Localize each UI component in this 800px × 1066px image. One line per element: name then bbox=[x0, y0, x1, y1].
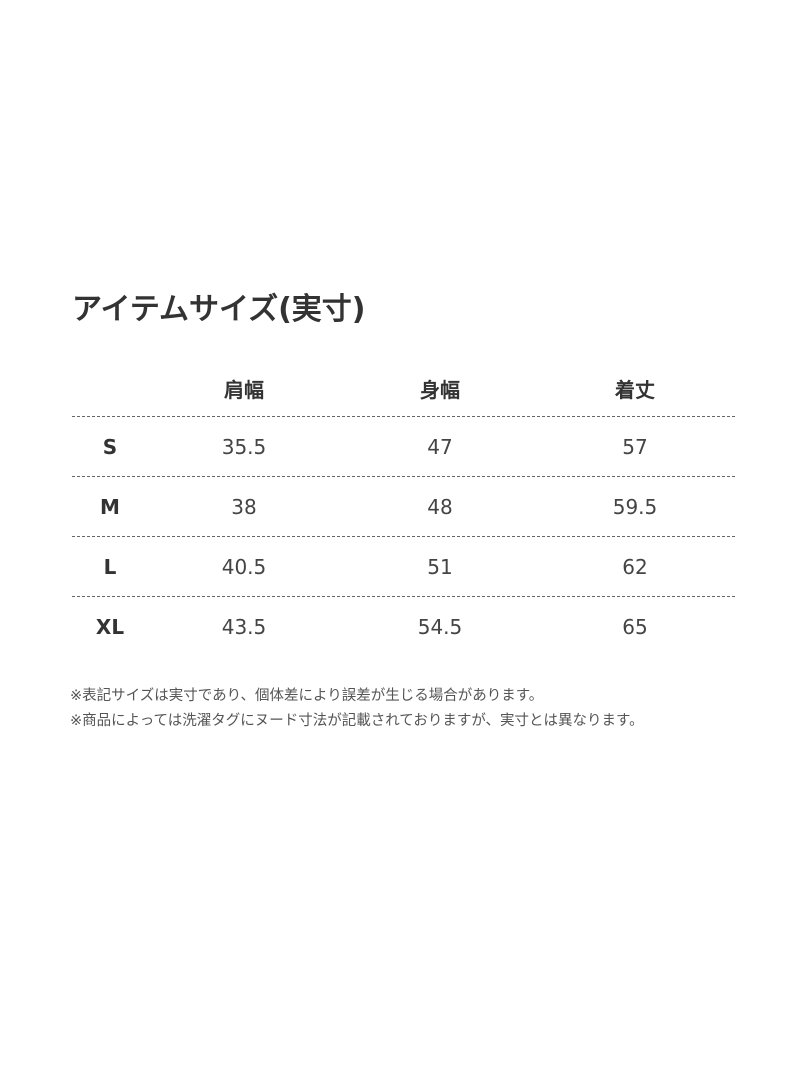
table-row: XL 43.5 54.5 65 bbox=[72, 597, 735, 657]
size-label: XL bbox=[95, 615, 125, 639]
size-label: L bbox=[103, 554, 117, 579]
body-width-value: 47 bbox=[427, 434, 453, 459]
body-width-value: 51 bbox=[427, 554, 453, 579]
size-label: M bbox=[100, 494, 120, 519]
table-row: M 38 48 59.5 bbox=[72, 477, 735, 537]
length-value: 62 bbox=[622, 554, 648, 579]
size-table: 肩幅 身幅 着丈 S 35.5 47 57 M 38 48 59.5 L 40.… bbox=[72, 360, 735, 657]
shoulder-width-value: 35.5 bbox=[221, 434, 267, 459]
table-header-row: 肩幅 身幅 着丈 bbox=[72, 360, 735, 417]
size-label: S bbox=[102, 434, 118, 459]
table-row: S 35.5 47 57 bbox=[72, 417, 735, 477]
body-width-value: 54.5 bbox=[417, 615, 463, 639]
length-value: 59.5 bbox=[612, 494, 658, 519]
table-row: L 40.5 51 62 bbox=[72, 537, 735, 597]
header-shoulder-width: 肩幅 bbox=[224, 377, 264, 402]
note-nude-size-tag: ※商品によっては洗濯タグにヌード寸法が記載されておりますが、実寸とは異なります。 bbox=[70, 713, 644, 729]
shoulder-width-value: 43.5 bbox=[221, 615, 267, 639]
header-body-width: 身幅 bbox=[420, 377, 460, 402]
notes: ※表記サイズは実寸であり、個体差により誤差が生じる場合があります。 ※商品によっ… bbox=[70, 684, 735, 734]
body-width-value: 48 bbox=[427, 494, 453, 519]
shoulder-width-value: 40.5 bbox=[221, 554, 267, 579]
note-measurement-variance: ※表記サイズは実寸であり、個体差により誤差が生じる場合があります。 bbox=[70, 688, 544, 704]
page-title: アイテムサイズ(実寸) bbox=[72, 292, 366, 327]
shoulder-width-value: 38 bbox=[231, 494, 257, 519]
length-value: 65 bbox=[622, 615, 648, 639]
length-value: 57 bbox=[622, 434, 648, 459]
header-length: 着丈 bbox=[615, 377, 655, 402]
